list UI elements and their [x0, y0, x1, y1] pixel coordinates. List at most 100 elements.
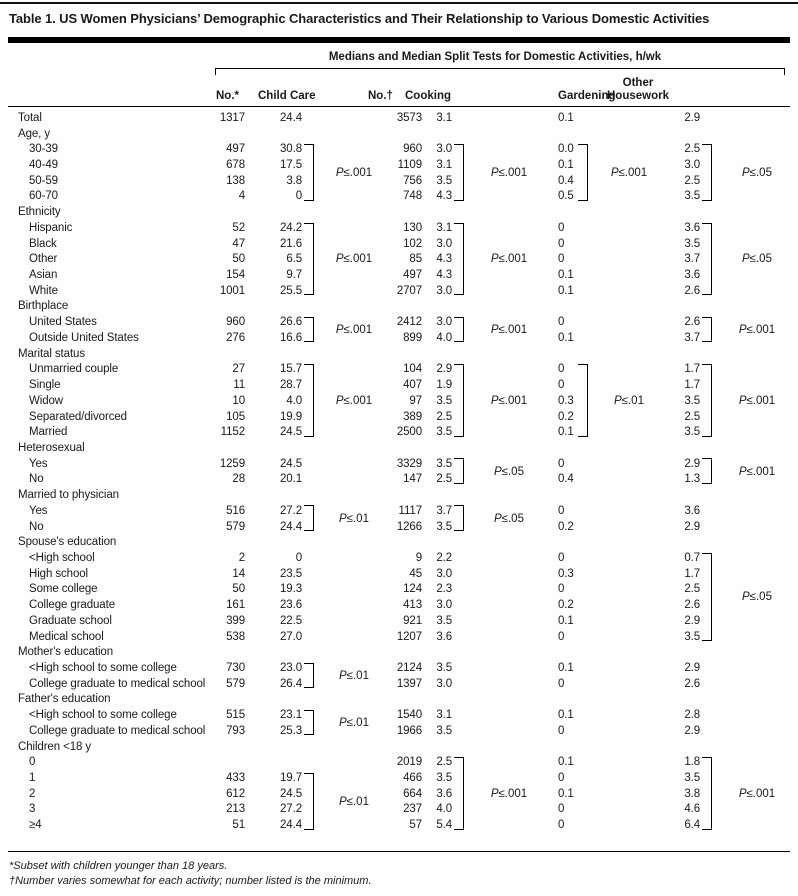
cc-p-value: P≤.01: [316, 707, 392, 738]
p-value-text: P≤.01: [339, 795, 369, 808]
cell-hw: 3.8: [684, 787, 700, 800]
cell-hw: 3.5: [684, 772, 700, 785]
row-label: 2: [29, 787, 36, 800]
bracket-shape: [454, 316, 464, 343]
cell-cook: 3.5: [436, 520, 452, 533]
cell-hw: 3.5: [684, 237, 700, 250]
cell-no2: 124: [403, 583, 422, 596]
cell-no1: 960: [226, 316, 245, 329]
cell-hw: 2.9: [684, 111, 700, 124]
bracket-shape: [304, 222, 314, 296]
cell-gard: 0: [558, 803, 565, 816]
cell-no1: 730: [226, 662, 245, 675]
cell-cook: 3.6: [436, 630, 452, 643]
spanner-bracket: [215, 68, 785, 75]
cook-p-value: P≤.001: [466, 362, 552, 441]
cell-no2: 2412: [396, 316, 422, 329]
cell-cook: 3.1: [436, 159, 452, 172]
cell-hw: 0.7: [684, 551, 700, 564]
cell-hw: 2.9: [684, 457, 700, 470]
table-title: Table 1. US Women Physicians’ Demographi…: [9, 11, 710, 26]
cc-bracket: [302, 660, 316, 691]
p-value-text: P≤.001: [738, 787, 776, 800]
cell-no1: 50: [232, 583, 245, 596]
cell-no2: 3329: [396, 457, 422, 470]
cell-gard: 0: [558, 819, 565, 832]
p-value-text: P≤.001: [335, 394, 373, 407]
cell-gard: 0.1: [558, 787, 574, 800]
row-label: High school: [29, 567, 88, 580]
section-label: Marital status: [18, 347, 85, 360]
row-label: College graduate to medical school: [29, 677, 206, 690]
cell-no1: 27: [232, 363, 245, 376]
cell-cc: 30.8: [280, 143, 302, 156]
cell-no1: 497: [226, 143, 245, 156]
cell-cc: 4.0: [286, 394, 302, 407]
p-value-text: P≤.001: [490, 324, 528, 337]
p-value-text: P≤.001: [490, 166, 528, 179]
cell-hw: 2.6: [684, 284, 700, 297]
row-label: Other: [29, 253, 58, 266]
row-label: Single: [29, 379, 61, 392]
row-label: Yes: [29, 504, 48, 517]
hw-bracket: [700, 220, 714, 299]
cell-no1: 612: [226, 787, 245, 800]
cell-no1: 154: [226, 269, 245, 282]
cell-cc: 20.1: [280, 473, 302, 486]
hw-bracket: [700, 314, 714, 345]
cell-cook: 3.0: [436, 567, 452, 580]
section-label: Married to physician: [18, 489, 119, 502]
column-header-no1: No.*: [216, 90, 239, 102]
row-label: Hispanic: [29, 221, 73, 234]
cell-hw: 3.5: [684, 394, 700, 407]
cell-gard: 0.1: [558, 756, 574, 769]
cell-cook: 3.1: [436, 221, 452, 234]
cell-no2: 2500: [396, 426, 422, 439]
cell-gard: 0.1: [558, 269, 574, 282]
hw-bracket: [700, 754, 714, 833]
cook-bracket: [452, 141, 466, 204]
bracket-shape: [304, 143, 314, 201]
cell-cc: 22.5: [280, 614, 302, 627]
cell-gard: 0: [558, 379, 565, 392]
cell-gard: 0: [558, 677, 565, 690]
cell-no2: 664: [403, 787, 422, 800]
cell-no2: 1207: [396, 630, 422, 643]
cell-gard: 0: [558, 551, 565, 564]
cell-cook: 4.0: [436, 803, 452, 816]
cell-gard: 0.1: [558, 709, 574, 722]
cell-gard: 0: [558, 237, 565, 250]
hw-bracket: [700, 362, 714, 441]
cc-bracket: [302, 770, 316, 833]
hw-bracket: [700, 141, 714, 204]
bracket-shape: [304, 505, 314, 531]
p-value-text: P≤.01: [339, 669, 369, 682]
cc-p-value: P≤.01: [316, 660, 392, 691]
cell-gard: 0.1: [558, 284, 574, 297]
row-label: Some college: [29, 583, 98, 596]
section-label: Spouse's education: [18, 536, 117, 549]
cook-p-value: P≤.001: [466, 754, 552, 833]
cell-cc: 25.5: [280, 284, 302, 297]
section-label: Mother's education: [18, 646, 114, 659]
cell-cc: 15.7: [280, 363, 302, 376]
row-label: 3: [29, 803, 36, 816]
cell-cook: 3.5: [436, 724, 452, 737]
cell-no2: 497: [403, 269, 422, 282]
p-value-text: P≤.001: [335, 253, 373, 266]
hw-p-value: P≤.05: [714, 550, 788, 644]
cell-cc: 27.2: [280, 504, 302, 517]
cell-no2: 1109: [397, 159, 422, 172]
cell-no1: 1152: [220, 426, 245, 439]
p-value-text: P≤.001: [335, 166, 373, 179]
row-label: Yes: [29, 457, 48, 470]
cell-cook: 3.5: [436, 457, 452, 470]
cell-cc: 6.5: [286, 253, 302, 266]
cell-cook: 3.1: [436, 709, 452, 722]
row-label: United States: [29, 316, 97, 329]
cell-no2: 9: [415, 551, 422, 564]
cell-gard: 0: [558, 363, 565, 376]
cell-gard: 0: [558, 221, 565, 234]
cell-no1: 1259: [219, 457, 245, 470]
row-label: Married: [29, 426, 68, 439]
